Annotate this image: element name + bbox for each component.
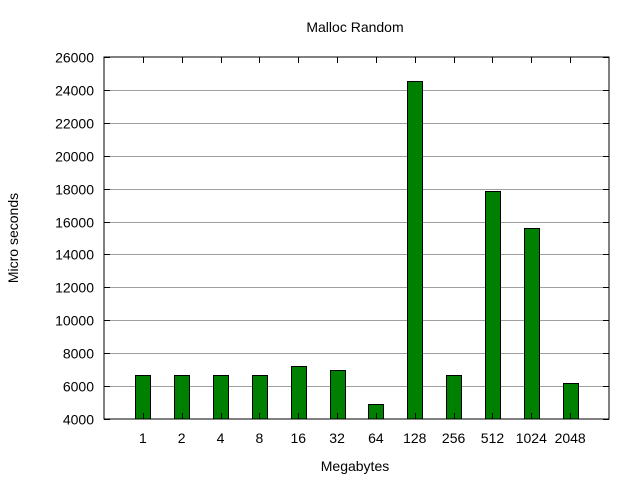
y-axis-label: Micro seconds	[5, 193, 21, 283]
x-tick-label: 32	[329, 430, 345, 446]
y-tick-label: 10000	[55, 313, 94, 329]
y-tick-label: 16000	[55, 215, 94, 231]
x-tick-label: 1	[139, 430, 147, 446]
x-tick-label: 256	[442, 430, 466, 446]
y-tick-label: 20000	[55, 149, 94, 165]
x-tick-label: 1024	[516, 430, 547, 446]
x-tick-label: 512	[481, 430, 505, 446]
bar-512	[485, 191, 501, 420]
bar-1024	[524, 228, 540, 420]
gridlines	[104, 90, 609, 387]
x-tick-label: 2048	[555, 430, 586, 446]
y-tick-label: 8000	[63, 346, 94, 362]
y-tick-label: 12000	[55, 280, 94, 296]
y-tick-label: 18000	[55, 182, 94, 198]
bar-1	[135, 375, 151, 420]
x-tick-label: 4	[217, 430, 225, 446]
x-tick-label: 16	[290, 430, 306, 446]
bar-256	[446, 375, 462, 420]
bar-128	[407, 81, 423, 420]
x-tick-label: 128	[403, 430, 427, 446]
x-axis-ticks: 1 2 4 8 16 32 64 128 256 512 1024 2048	[139, 57, 586, 446]
bars	[135, 81, 579, 420]
bar-2	[174, 375, 190, 420]
y-tick-label: 4000	[63, 412, 94, 428]
x-tick-label: 8	[255, 430, 263, 446]
y-tick-label: 22000	[55, 116, 94, 132]
y-tick-label: 6000	[63, 379, 94, 395]
bar-8	[252, 375, 268, 420]
bar-4	[213, 375, 229, 420]
x-axis-label: Megabytes	[321, 458, 389, 474]
plot-frame	[103, 56, 610, 420]
y-tick-label: 24000	[55, 83, 94, 99]
y-tick-label: 14000	[55, 247, 94, 263]
y-tick-label: 26000	[55, 50, 94, 66]
x-tick-label: 64	[368, 430, 384, 446]
y-axis-ticks: 4000 6000 8000 10000 12000 14000 16000 18000 200…	[55, 50, 609, 428]
bar-32	[330, 370, 346, 420]
x-tick-label: 2	[178, 430, 186, 446]
chart-title: Malloc Random	[306, 19, 403, 35]
bar-16	[291, 366, 307, 420]
